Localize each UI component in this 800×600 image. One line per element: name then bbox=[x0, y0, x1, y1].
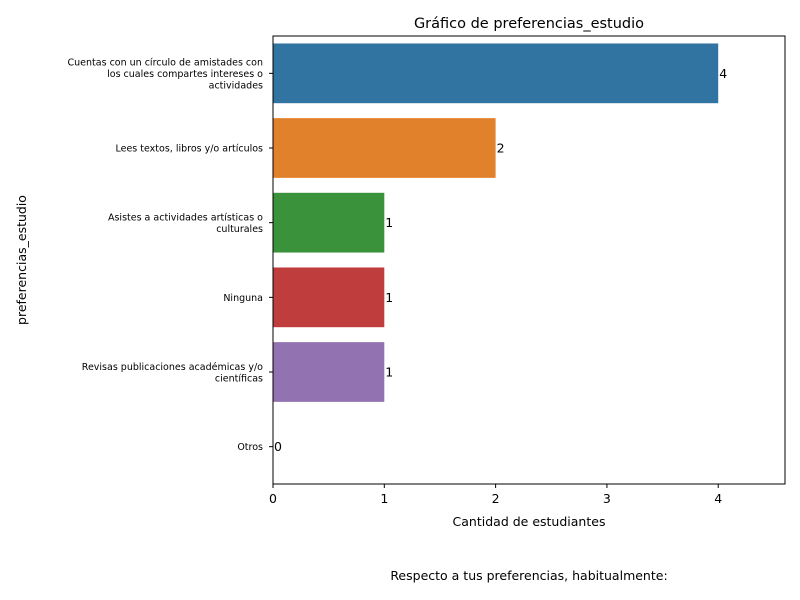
chart-title: Gráfico de preferencias_estudio bbox=[414, 16, 644, 32]
x-tick-label-1: 1 bbox=[380, 491, 388, 506]
bar-0 bbox=[273, 43, 719, 104]
y-axis-label: preferencias_estudio bbox=[14, 195, 29, 325]
data-label-4: 1 bbox=[385, 365, 393, 380]
plot-frame bbox=[272, 35, 786, 485]
bar-1 bbox=[273, 118, 496, 178]
x-tick-label-2: 2 bbox=[492, 491, 500, 506]
category-label-4: Revisas publicaciones académicas y/o cien… bbox=[82, 362, 263, 385]
data-label-1: 2 bbox=[497, 141, 505, 156]
data-label-3: 1 bbox=[385, 290, 393, 305]
category-label-1: Lees textos, libros y/o artículos bbox=[115, 144, 263, 155]
data-labels: 4 2 1 1 1 0 bbox=[274, 66, 727, 454]
category-labels: Cuentas con un círculo de amistades con l… bbox=[68, 57, 273, 453]
data-label-5: 0 bbox=[274, 439, 282, 454]
category-label-2: Asistes a actividades artísticas o cultur… bbox=[108, 212, 263, 235]
category-label-0: Cuentas con un círculo de amistades con l… bbox=[68, 57, 264, 91]
bar-3 bbox=[273, 267, 385, 328]
x-tick-label-4: 4 bbox=[714, 491, 722, 506]
bar-4 bbox=[273, 342, 385, 402]
x-axis-label: Cantidad de estudiantes bbox=[453, 514, 606, 529]
x-tick-label-3: 3 bbox=[603, 491, 611, 506]
data-label-2: 1 bbox=[385, 215, 393, 230]
bars-group bbox=[273, 43, 719, 402]
x-tick-label-0: 0 bbox=[269, 491, 277, 506]
chart-caption: Respecto a tus preferencias, habitualmen… bbox=[390, 568, 667, 583]
x-axis-ticks: 0 1 2 3 4 bbox=[269, 484, 722, 506]
category-label-5: Otros bbox=[237, 442, 263, 453]
data-label-0: 4 bbox=[719, 66, 727, 81]
category-label-3: Ninguna bbox=[223, 293, 263, 304]
bar-2 bbox=[273, 192, 385, 253]
